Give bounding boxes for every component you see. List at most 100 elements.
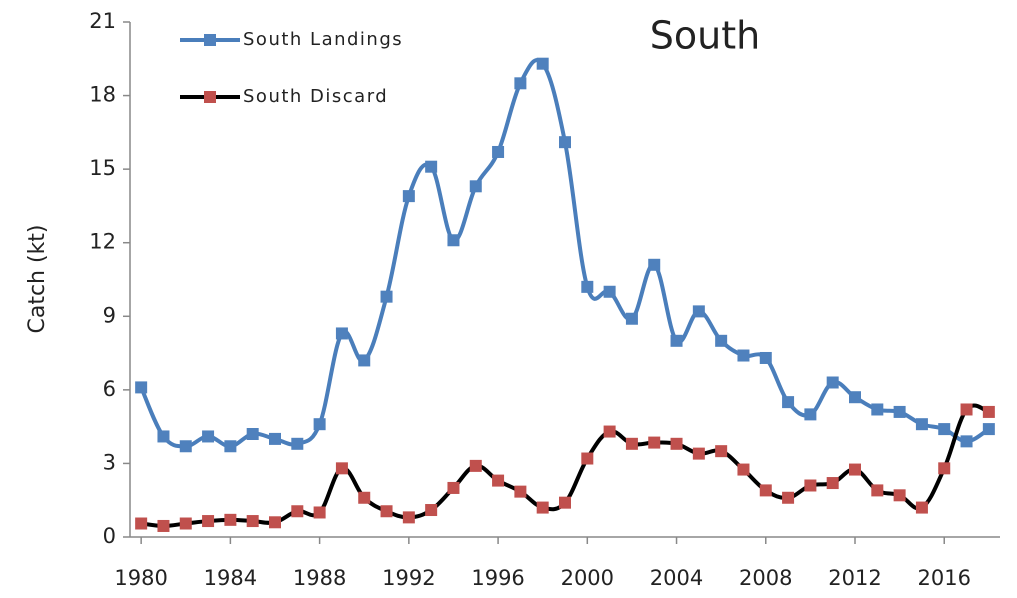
marker xyxy=(559,496,571,509)
marker xyxy=(425,160,438,173)
marker xyxy=(380,290,393,303)
y-tick-label: 6 xyxy=(103,377,116,401)
series-line xyxy=(139,58,990,449)
y-tick-label: 12 xyxy=(89,230,116,254)
marker xyxy=(871,403,884,416)
marker xyxy=(202,430,215,443)
marker xyxy=(648,258,661,271)
marker xyxy=(179,440,192,453)
x-tick-label: 2016 xyxy=(918,566,971,590)
marker xyxy=(670,437,683,450)
marker xyxy=(313,418,326,431)
marker xyxy=(759,484,772,497)
marker xyxy=(135,517,148,530)
legend-marker xyxy=(204,91,216,103)
x-tick-label: 1984 xyxy=(204,566,257,590)
marker xyxy=(603,425,616,438)
marker xyxy=(938,423,951,436)
marker xyxy=(202,515,215,528)
marker xyxy=(782,491,795,504)
marker xyxy=(335,462,348,475)
y-tick-label: 9 xyxy=(103,303,116,327)
y-tick-label: 21 xyxy=(89,9,116,33)
marker xyxy=(492,474,505,487)
marker xyxy=(982,405,995,418)
marker xyxy=(849,391,861,404)
x-tick-label: 2000 xyxy=(561,566,614,590)
marker xyxy=(715,334,728,347)
marker xyxy=(603,285,616,298)
legend-label: South Discard xyxy=(243,86,388,107)
marker xyxy=(938,462,951,475)
marker xyxy=(269,516,281,529)
x-tick-label: 1988 xyxy=(293,566,346,590)
legend-label: South Landings xyxy=(243,29,403,50)
marker xyxy=(804,479,817,492)
marker xyxy=(358,354,371,367)
chart-title: South xyxy=(650,14,760,58)
x-tick-label: 2008 xyxy=(739,566,792,590)
legend-marker xyxy=(204,34,216,46)
x-tick-label: 2012 xyxy=(828,566,881,590)
marker xyxy=(581,280,594,293)
marker xyxy=(915,501,928,514)
y-axis-label: Catch (kt) xyxy=(25,224,50,333)
marker xyxy=(291,505,304,518)
marker xyxy=(960,403,973,416)
marker xyxy=(447,481,460,494)
y-tick-label: 18 xyxy=(89,83,116,107)
marker xyxy=(692,447,705,460)
y-tick-label: 0 xyxy=(103,524,116,548)
y-tick-label: 3 xyxy=(103,450,116,474)
marker xyxy=(157,519,170,532)
x-tick-label: 1996 xyxy=(471,566,524,590)
marker xyxy=(402,511,415,524)
marker xyxy=(536,501,549,514)
marker xyxy=(313,506,326,519)
marker xyxy=(224,513,237,526)
marker xyxy=(246,428,259,440)
marker xyxy=(759,351,772,364)
marker xyxy=(737,463,750,476)
x-tick-label: 1992 xyxy=(382,566,435,590)
marker xyxy=(782,396,795,409)
marker xyxy=(960,435,973,448)
marker xyxy=(826,477,839,490)
marker xyxy=(157,430,170,443)
marker xyxy=(559,136,571,149)
marker xyxy=(625,312,638,325)
marker xyxy=(625,437,638,450)
marker xyxy=(402,190,415,203)
marker xyxy=(915,418,928,431)
marker xyxy=(269,432,281,445)
marker xyxy=(893,489,906,502)
marker xyxy=(849,463,861,476)
marker xyxy=(893,405,906,418)
marker xyxy=(648,436,661,449)
marker xyxy=(425,504,438,517)
marker xyxy=(871,484,884,497)
y-tick-label: 15 xyxy=(89,156,116,180)
marker xyxy=(469,459,482,472)
marker xyxy=(670,334,683,347)
marker xyxy=(982,423,995,436)
marker xyxy=(514,485,527,498)
marker xyxy=(492,145,505,158)
marker xyxy=(179,517,192,530)
marker xyxy=(224,440,237,453)
marker xyxy=(804,408,817,421)
marker xyxy=(246,515,259,528)
marker xyxy=(358,491,371,504)
marker xyxy=(826,376,839,389)
marker xyxy=(447,234,460,247)
marker xyxy=(135,381,148,394)
marker xyxy=(335,327,348,340)
marker xyxy=(514,77,527,90)
marker xyxy=(715,445,728,458)
marker xyxy=(737,349,750,362)
marker xyxy=(380,505,393,518)
marker xyxy=(469,180,482,193)
marker xyxy=(692,305,705,318)
marker xyxy=(581,452,594,465)
